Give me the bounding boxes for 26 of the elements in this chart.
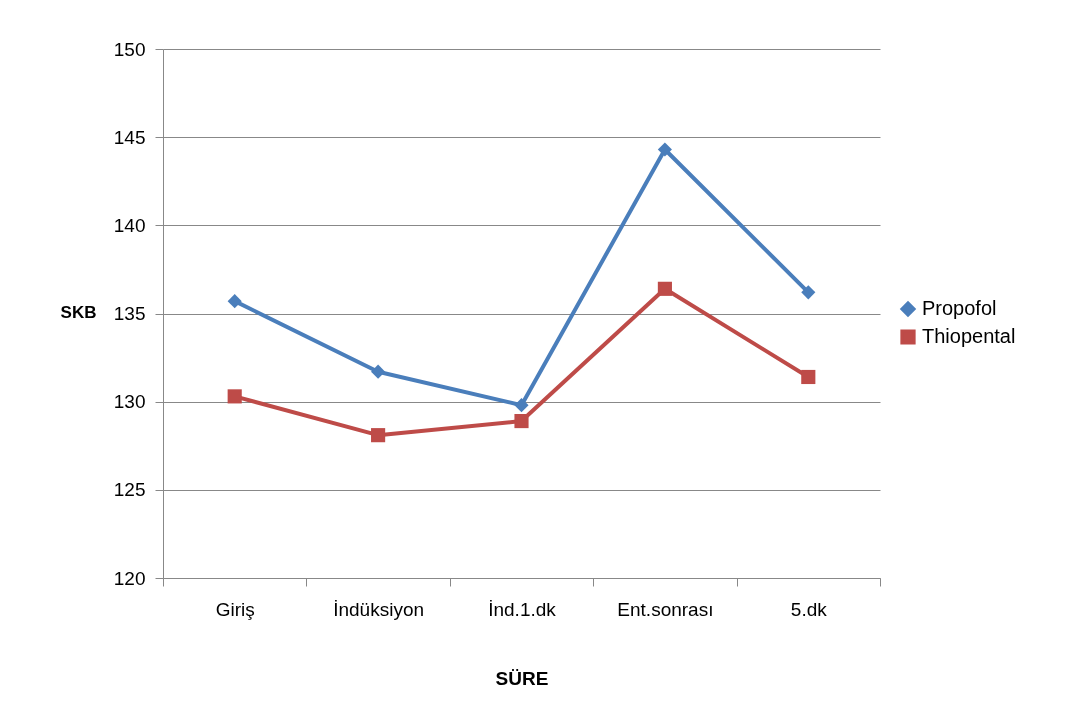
- y-tick-label: 150: [113, 38, 146, 60]
- legend-label: Thiopental: [922, 325, 1016, 347]
- y-axis-title: SKB: [60, 302, 97, 322]
- y-tick-label: 130: [113, 391, 146, 413]
- x-axis-title: SÜRE: [495, 667, 549, 689]
- y-tick-label: 140: [113, 214, 146, 236]
- y-tick-label: 120: [113, 567, 146, 589]
- y-tick-label: 145: [113, 126, 146, 148]
- legend-label: Propofol: [922, 297, 997, 319]
- x-tick-label: İndüksiyon: [333, 598, 425, 620]
- point: [801, 285, 816, 300]
- point: [227, 294, 242, 309]
- point: [371, 364, 386, 379]
- x-tick-label: 5.dk: [790, 598, 828, 620]
- point: [657, 281, 672, 296]
- point: [371, 428, 386, 443]
- point: [227, 389, 242, 404]
- x-tick-label: İnd.1.dk: [488, 598, 557, 620]
- y-tick-label: 135: [113, 303, 146, 324]
- point: [514, 413, 529, 429]
- point: [801, 369, 816, 385]
- point: [657, 142, 672, 157]
- point: [514, 398, 529, 413]
- x-tick-label: Ent.sonrası: [617, 598, 714, 620]
- y-tick-label: 125: [113, 479, 146, 501]
- x-tick-label: Giriş: [215, 598, 255, 620]
